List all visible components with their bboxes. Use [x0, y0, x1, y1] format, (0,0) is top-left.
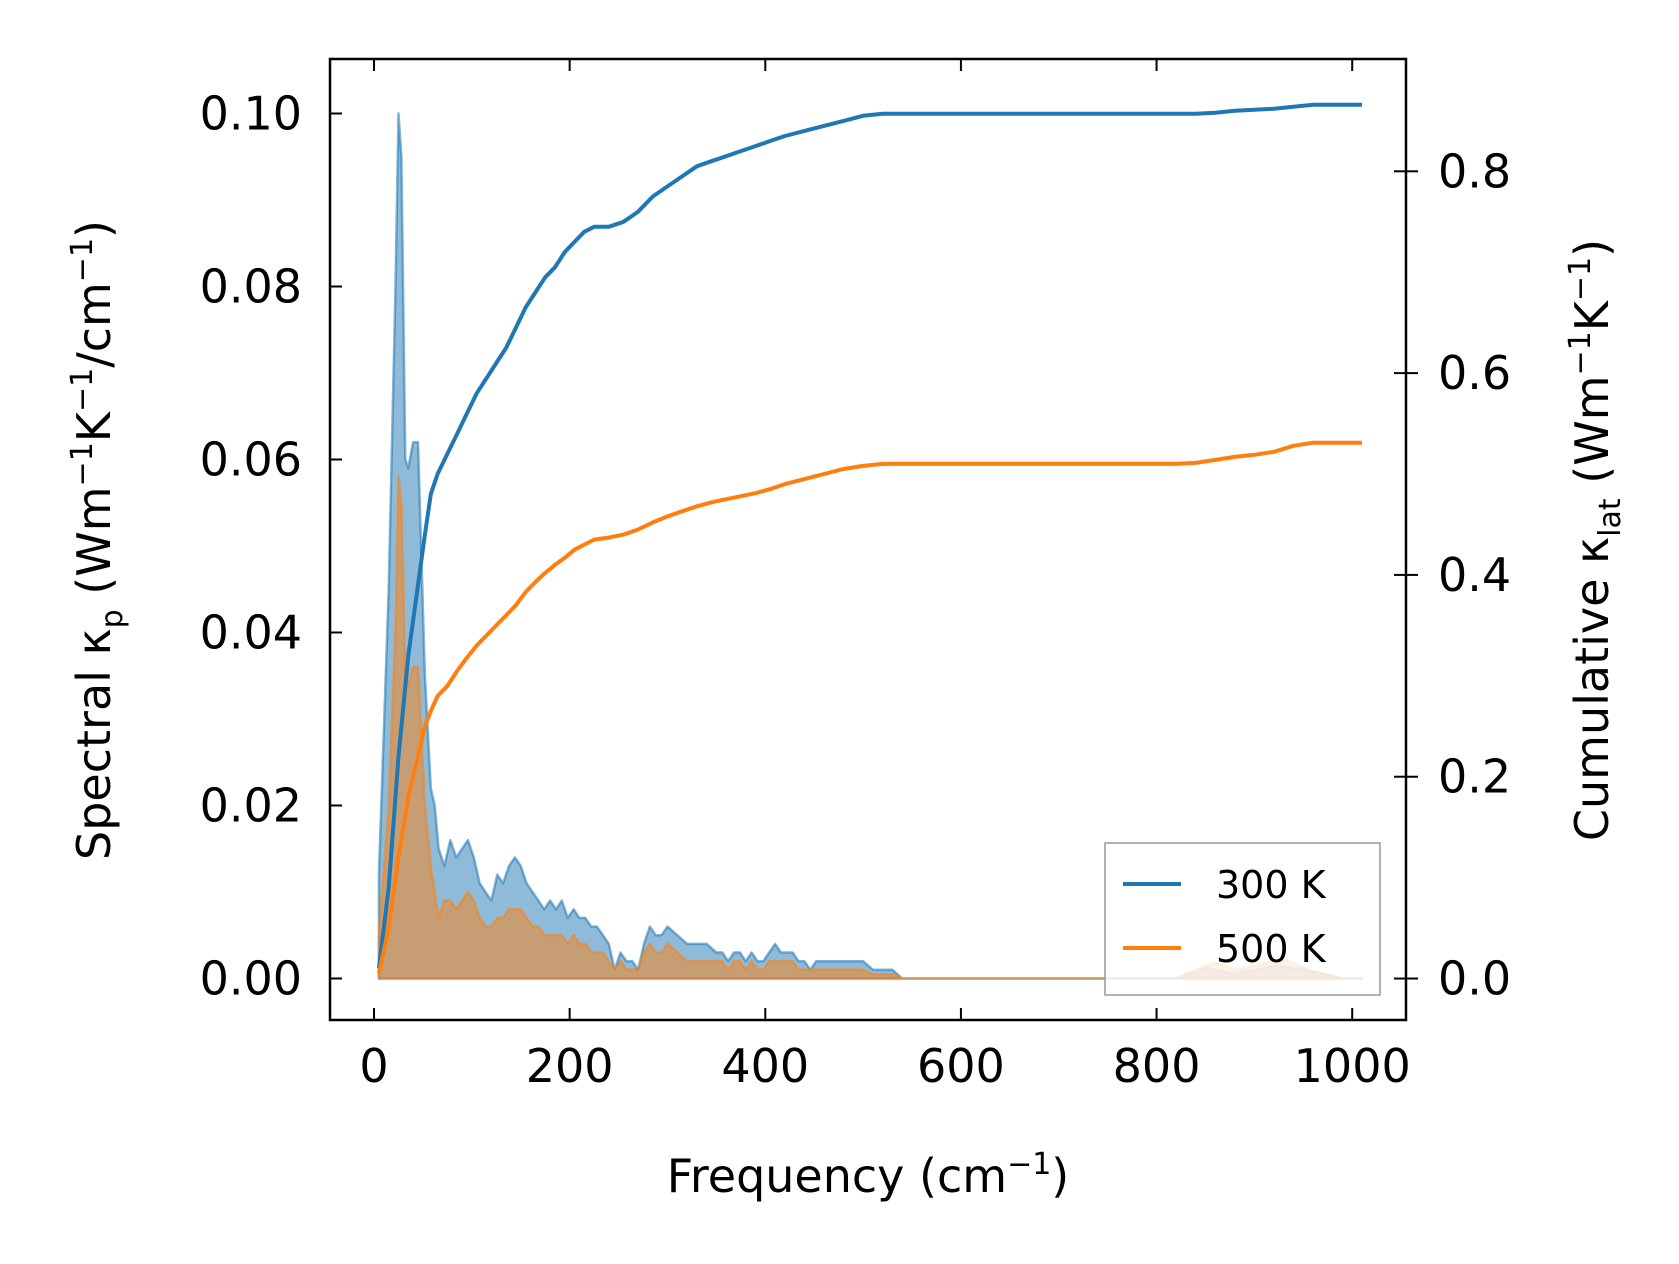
y-left-tick-label: 0.06 [200, 432, 302, 486]
y-right-tick-label: 0.6 [1438, 346, 1511, 400]
plot-frame [328, 57, 1408, 1022]
x-tick-label: 800 [1113, 1039, 1201, 1093]
y-left-tick-label: 0.10 [200, 86, 302, 140]
legend-label-500k: 500 K [1216, 927, 1327, 971]
y-right-tick-label: 0.2 [1438, 750, 1511, 804]
y-right-tick-label: 0.8 [1438, 144, 1511, 198]
y-axis-right-title: Cumulative κlat (Wm−1K−1) [1563, 239, 1628, 841]
x-axis-title: Frequency (cm−1) [667, 1147, 1070, 1203]
x-tick-label: 200 [526, 1039, 614, 1093]
y-left-tick-label: 0.00 [200, 951, 302, 1005]
legend-label-300k: 300 K [1216, 863, 1327, 907]
y-left-tick-label: 0.04 [200, 605, 302, 659]
y-right-tick-label: 0.0 [1438, 952, 1511, 1006]
legend-frame [1104, 842, 1381, 996]
x-tick-label: 1000 [1294, 1039, 1411, 1093]
x-tick-label: 600 [917, 1039, 1005, 1093]
y-axis-left-title: Spectral κp (Wm−1K−1/cm−1) [65, 220, 130, 860]
cumulative-line-300k [376, 102, 1362, 969]
x-tick-label: 400 [721, 1039, 809, 1093]
x-tick-label: 0 [359, 1039, 388, 1093]
y-left-tick-label: 0.02 [200, 778, 302, 832]
legend: 300 K 500 K [1104, 842, 1381, 996]
cumulative-line-500k [376, 440, 1362, 974]
y-right-tick-label: 0.4 [1438, 548, 1511, 602]
tick-group: 0 200 400 600 800 1000 0.00 0.02 0.04 0.06 0.08 0.1… [200, 59, 1511, 1093]
line-group [376, 102, 1362, 974]
y-left-tick-label: 0.08 [200, 259, 302, 313]
